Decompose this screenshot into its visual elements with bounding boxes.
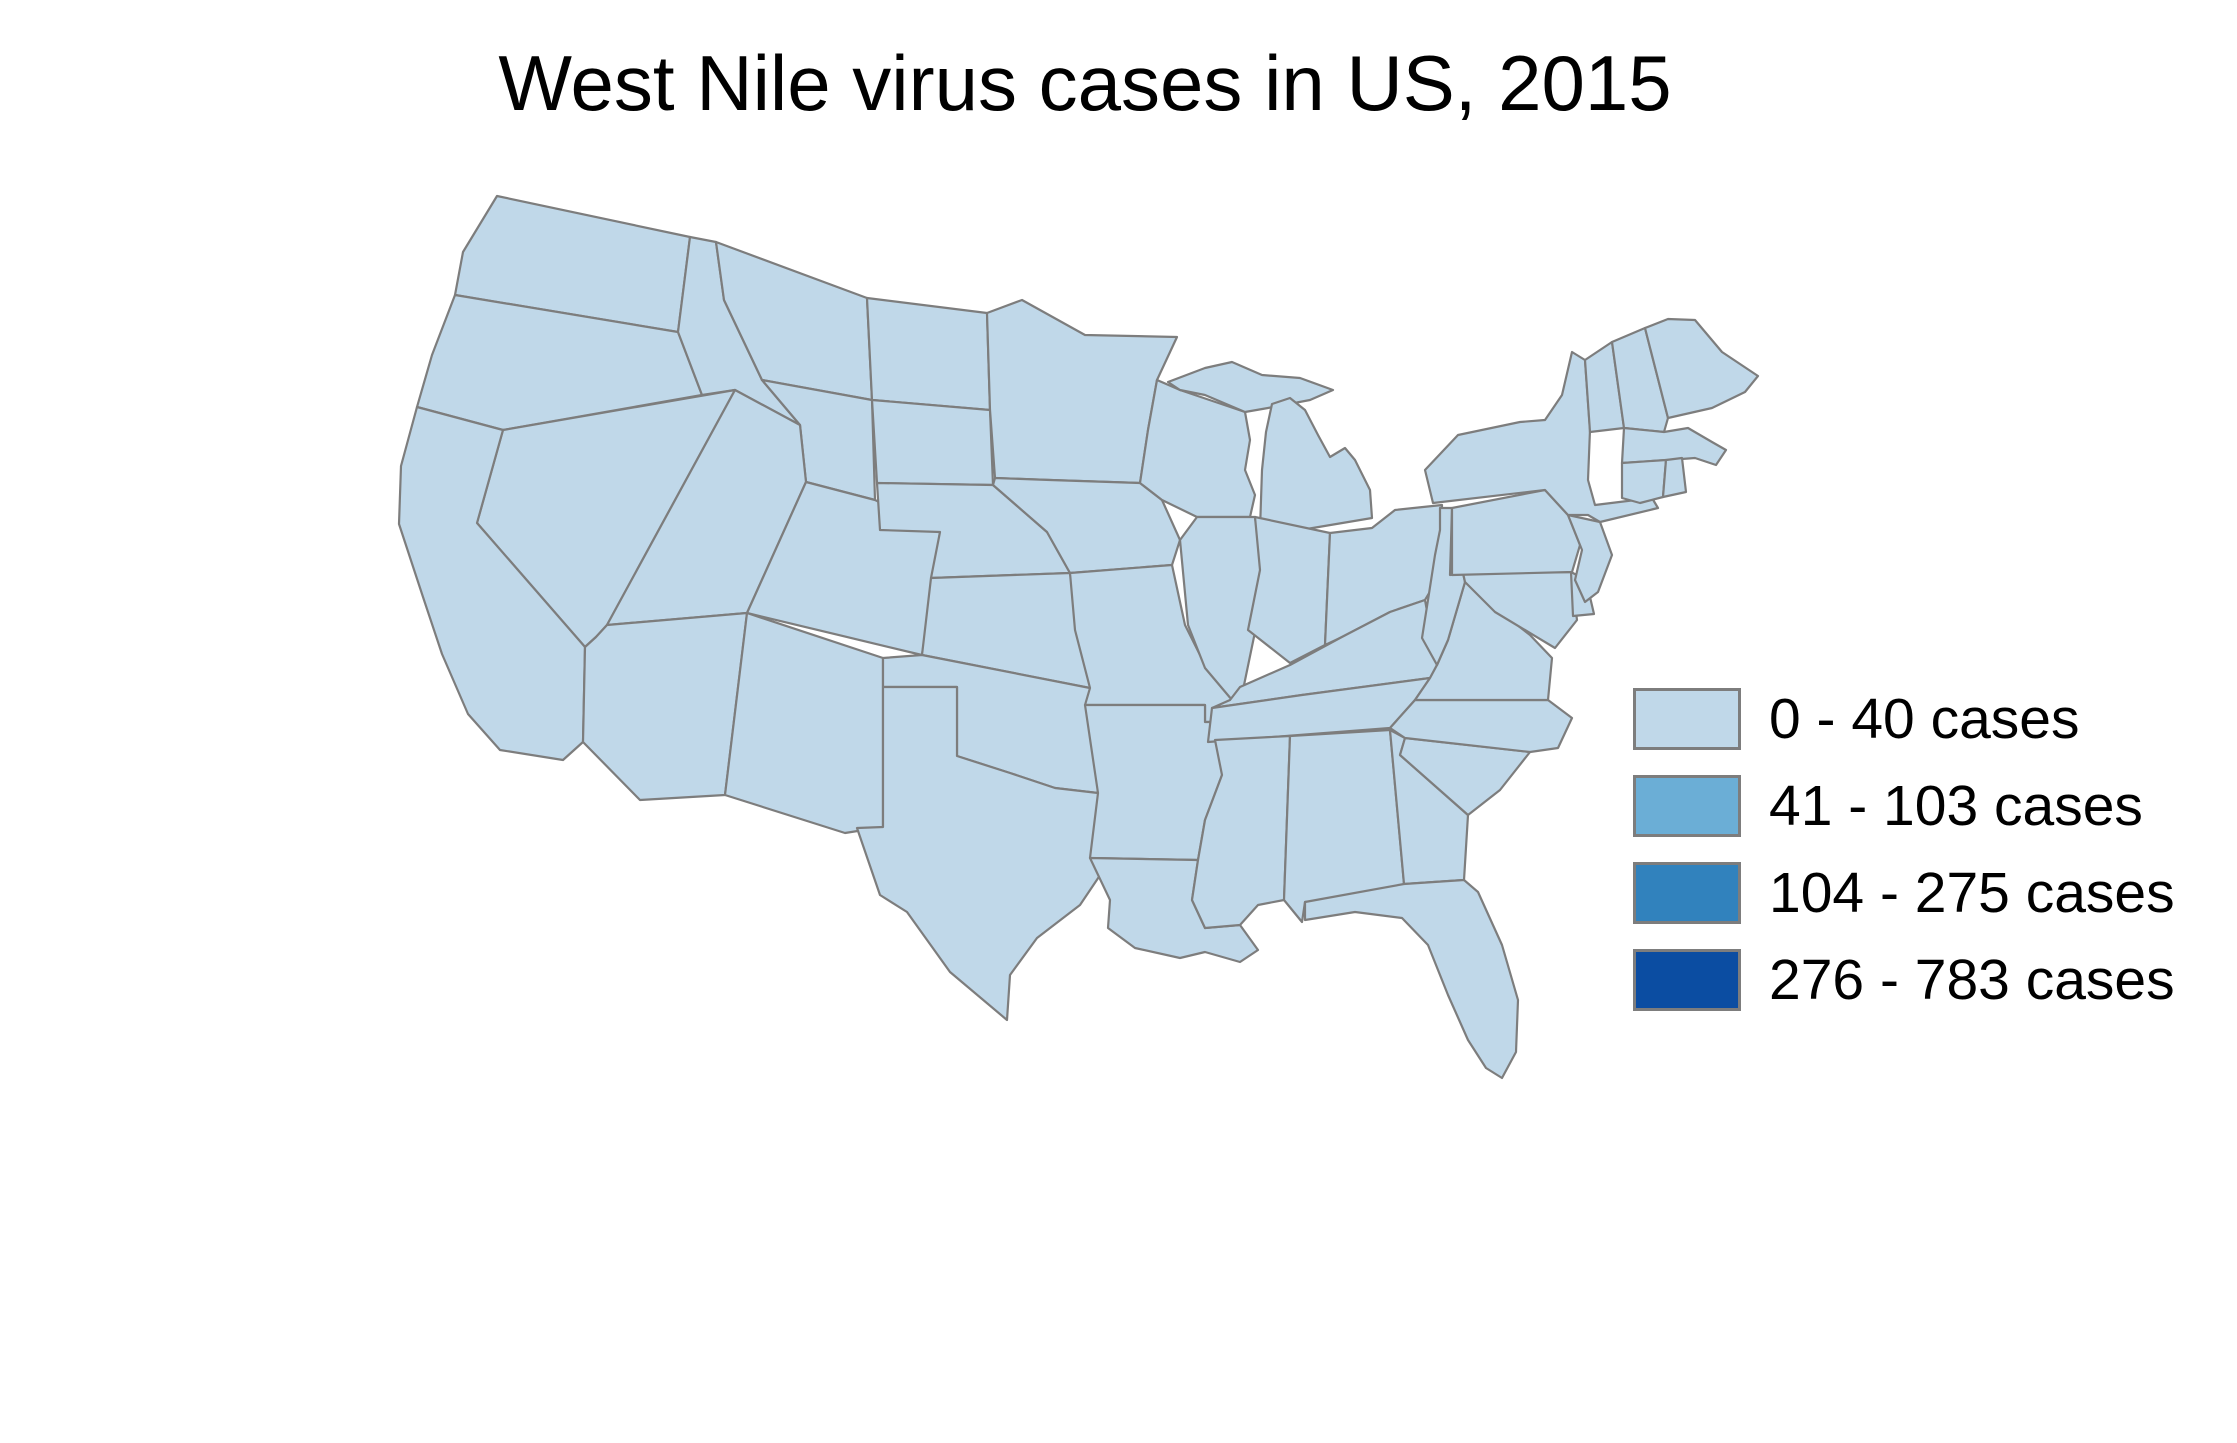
legend-item: 276 - 783 cases [1633, 949, 2175, 1011]
state-south-dakota [870, 398, 995, 487]
state-indiana [1246, 515, 1332, 665]
legend-label: 0 - 40 cases [1769, 686, 2080, 751]
state-california [397, 405, 587, 762]
state-new-hampshire [1610, 326, 1670, 434]
state-rhode-island [1661, 456, 1688, 499]
legend-swatch-class-2 [1633, 775, 1741, 837]
legend-item: 104 - 275 cases [1633, 862, 2175, 924]
state-new-jersey [1566, 513, 1614, 604]
state-iowa [991, 476, 1182, 575]
state-new-york [1423, 350, 1660, 524]
state-florida [1303, 878, 1520, 1080]
state-new-mexico [723, 611, 885, 835]
state-connecticut [1620, 458, 1668, 505]
page-title: West Nile virus cases in US, 2015 [498, 39, 1672, 127]
state-north-carolina [1388, 698, 1574, 754]
legend-item: 41 - 103 cases [1633, 775, 2175, 837]
legend-swatch-class-1 [1633, 688, 1741, 750]
legend-label: 41 - 103 cases [1769, 773, 2143, 838]
state-michigan [1258, 396, 1374, 535]
legend-label: 276 - 783 cases [1769, 947, 2175, 1012]
legend-label: 104 - 275 cases [1769, 860, 2175, 925]
states-layer [397, 194, 1760, 1080]
state-arizona [581, 611, 749, 802]
legend-item: 0 - 40 cases [1633, 688, 2175, 750]
state-north-dakota [865, 296, 992, 412]
state-maine [1643, 317, 1760, 420]
legend-swatch-class-4 [1633, 949, 1741, 1011]
state-texas [855, 685, 1119, 1022]
state-west-virginia [1420, 506, 1467, 667]
legend-swatch-class-3 [1633, 862, 1741, 924]
legend: 0 - 40 cases 41 - 103 cases 104 - 275 ca… [1633, 688, 2175, 1011]
